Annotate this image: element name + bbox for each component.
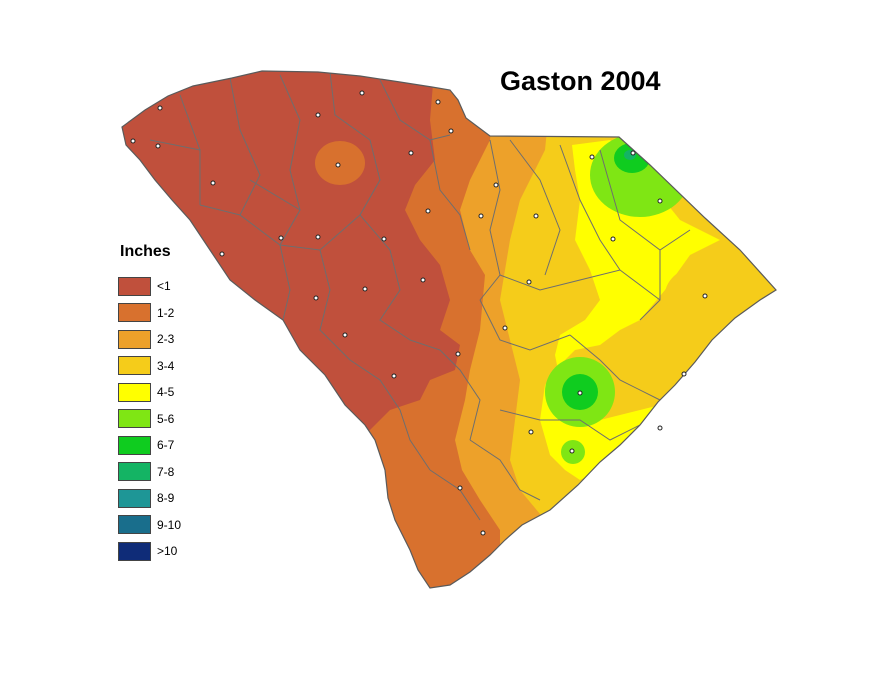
- legend-swatch: [118, 303, 151, 323]
- station-marker: [657, 198, 663, 204]
- map-title: Gaston 2004: [500, 66, 661, 96]
- station-marker: [130, 138, 136, 144]
- legend-item: 7-8: [118, 459, 218, 486]
- station-marker: [455, 351, 461, 357]
- contour-5-6-northeast: [590, 133, 690, 217]
- station-marker: [420, 277, 426, 283]
- station-marker: [210, 180, 216, 186]
- station-marker: [362, 286, 368, 292]
- station-marker: [278, 235, 284, 241]
- station-marker: [335, 162, 341, 168]
- legend-label: 3-4: [157, 358, 175, 373]
- station-marker: [315, 234, 321, 240]
- station-marker: [457, 485, 463, 491]
- station-marker: [219, 251, 225, 257]
- station-marker: [448, 128, 454, 134]
- legend-label: 6-7: [157, 438, 175, 453]
- legend-label: <1: [157, 279, 171, 294]
- station-marker: [589, 154, 595, 160]
- legend-swatch: [118, 356, 151, 376]
- legend-label: 9-10: [157, 517, 182, 532]
- station-marker: [435, 99, 441, 105]
- station-marker: [493, 182, 499, 188]
- station-marker: [313, 295, 319, 301]
- station-marker: [478, 213, 484, 219]
- legend-item: >10: [118, 538, 218, 565]
- legend-item: 8-9: [118, 485, 218, 512]
- legend-swatch: [118, 329, 151, 349]
- contour-4-5: [540, 140, 720, 480]
- legend-label: 8-9: [157, 491, 175, 506]
- legend-label: 7-8: [157, 464, 175, 479]
- legend-swatch: [118, 276, 151, 296]
- legend-label: 5-6: [157, 411, 175, 426]
- station-marker: [528, 429, 534, 435]
- legend-label: 4-5: [157, 385, 175, 400]
- legend-item: 9-10: [118, 512, 218, 539]
- legend-item: 2-3: [118, 326, 218, 353]
- station-marker: [342, 332, 348, 338]
- station-marker: [408, 150, 414, 156]
- legend: Inches <1 1-2 2-3 3-4 4-5 5-6 6-7 7-8 8-9 9-10 >10: [118, 243, 218, 565]
- legend-title: Inches: [120, 243, 171, 260]
- station-marker: [577, 390, 583, 396]
- station-marker: [480, 530, 486, 536]
- station-marker: [315, 112, 321, 118]
- contour-1-2-island: [315, 141, 365, 185]
- legend-label: 1-2: [157, 305, 175, 320]
- legend-item: 3-4: [118, 353, 218, 380]
- station-marker: [569, 448, 575, 454]
- legend-swatch: [118, 488, 151, 508]
- station-marker: [155, 143, 161, 149]
- legend-swatch: [118, 409, 151, 429]
- station-marker: [381, 236, 387, 242]
- legend-item: 6-7: [118, 432, 218, 459]
- contour-less-than-1: [122, 71, 460, 440]
- legend-label: >10: [157, 544, 178, 559]
- station-marker: [657, 425, 663, 431]
- legend-swatch: [118, 515, 151, 535]
- station-marker: [359, 90, 365, 96]
- legend-swatch: [118, 541, 151, 561]
- legend-item: 5-6: [118, 406, 218, 433]
- station-markers: [130, 90, 708, 536]
- station-marker: [502, 325, 508, 331]
- legend-swatch: [118, 382, 151, 402]
- station-marker: [425, 208, 431, 214]
- station-marker: [157, 105, 163, 111]
- station-marker: [681, 371, 687, 377]
- legend-item: 4-5: [118, 379, 218, 406]
- station-marker: [526, 279, 532, 285]
- station-marker: [391, 373, 397, 379]
- station-marker: [702, 293, 708, 299]
- legend-label: 2-3: [157, 332, 175, 347]
- legend-item: <1: [118, 273, 218, 300]
- station-marker: [610, 236, 616, 242]
- station-marker: [630, 150, 636, 156]
- station-marker: [533, 213, 539, 219]
- legend-item: 1-2: [118, 300, 218, 327]
- legend-swatch: [118, 462, 151, 482]
- county-boundaries: [149, 71, 691, 521]
- legend-swatch: [118, 435, 151, 455]
